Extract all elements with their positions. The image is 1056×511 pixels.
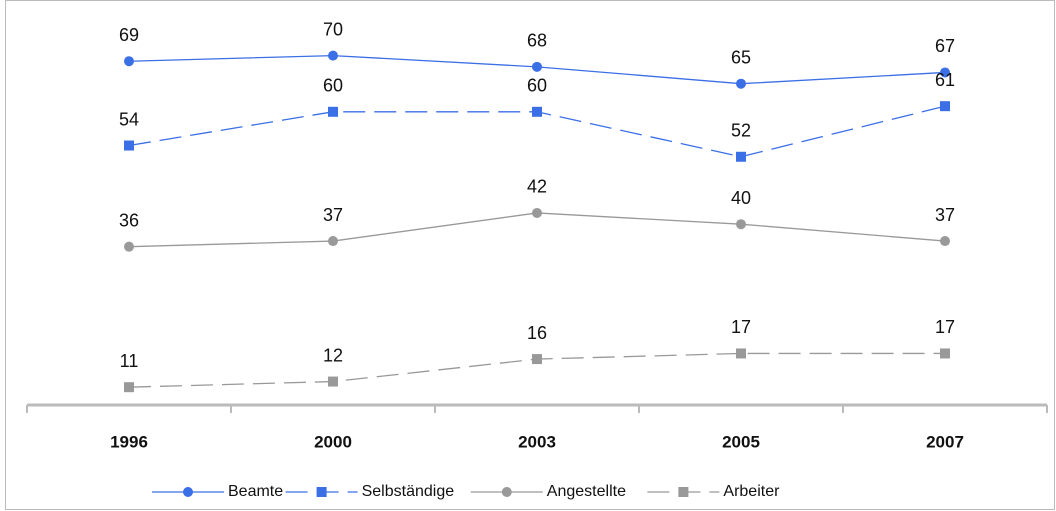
marker (532, 61, 542, 72)
marker (940, 348, 950, 359)
data-label: 17 (731, 317, 751, 337)
data-label: 67 (935, 36, 955, 56)
marker (940, 236, 950, 247)
marker (736, 348, 746, 359)
marker (532, 207, 542, 218)
x-tick-label: 2003 (518, 432, 556, 451)
legend-label: Angestellte (547, 483, 626, 500)
data-label: 16 (527, 323, 547, 343)
marker (124, 241, 134, 252)
data-label: 12 (323, 345, 343, 365)
data-label: 60 (323, 76, 343, 96)
marker (678, 487, 689, 497)
data-label: 37 (323, 205, 343, 225)
data-label: 54 (119, 109, 139, 129)
x-tick-label: 2005 (722, 432, 760, 451)
data-label: 69 (119, 25, 139, 45)
marker (501, 487, 512, 497)
data-label: 61 (935, 70, 955, 90)
data-label: 17 (935, 317, 955, 337)
data-label: 40 (731, 188, 751, 208)
marker (328, 106, 338, 117)
data-label: 52 (731, 121, 751, 141)
data-label: 42 (527, 177, 547, 197)
data-label: 65 (731, 47, 751, 67)
marker (124, 140, 134, 151)
marker (328, 50, 338, 61)
data-label: 11 (120, 351, 139, 371)
marker (736, 151, 746, 162)
data-label: 68 (527, 31, 547, 51)
marker (940, 67, 950, 78)
marker (940, 101, 950, 112)
data-label: 60 (527, 76, 547, 96)
chart-frame (5, 0, 1055, 510)
data-label: 70 (323, 19, 343, 39)
x-tick-label: 2007 (926, 432, 964, 451)
legend-label: Selbständige (362, 483, 455, 500)
x-tick-label: 1996 (110, 432, 148, 451)
x-tick-label: 2000 (314, 432, 352, 451)
marker (124, 56, 134, 67)
marker (328, 376, 338, 387)
marker (532, 354, 542, 365)
legend-label: Arbeiter (723, 483, 780, 500)
legend-label: Beamte (228, 483, 283, 500)
marker (532, 106, 542, 117)
marker (736, 78, 746, 89)
data-label: 36 (119, 210, 139, 230)
marker (736, 219, 746, 230)
marker (316, 487, 327, 497)
marker (328, 236, 338, 247)
marker (124, 382, 134, 393)
marker (183, 487, 193, 497)
data-label: 37 (935, 205, 955, 225)
